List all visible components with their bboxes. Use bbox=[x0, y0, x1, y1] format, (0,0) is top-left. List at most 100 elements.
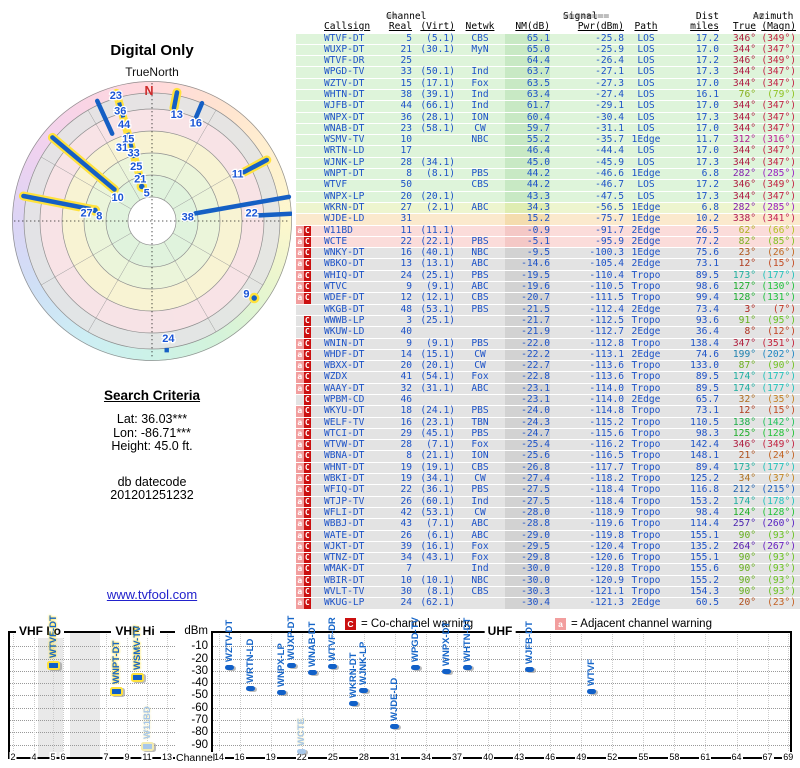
azimuth-magnetic-cell: (177°) bbox=[761, 269, 796, 281]
signal-bar-label: W11BD bbox=[141, 706, 153, 740]
distance-cell: 17.3 bbox=[695, 190, 719, 202]
path-cell: Tropo bbox=[631, 360, 661, 372]
distance-cell: 17.2 bbox=[695, 55, 719, 67]
virtual-channel-cell: (21.1) bbox=[420, 450, 455, 462]
callsign-cell: WDEF-DT bbox=[324, 292, 365, 304]
x-tick-label: 52 bbox=[606, 752, 619, 762]
band-label-uhf: UHF bbox=[484, 624, 516, 638]
gap bbox=[311, 553, 324, 563]
x-tick-label: 67 bbox=[761, 752, 774, 762]
azimuth-magnetic-cell: (260°) bbox=[761, 518, 796, 530]
radar-ring-outline bbox=[23, 92, 281, 350]
azimuth-true-cell: 62° bbox=[738, 224, 756, 236]
distance-cell: 10.2 bbox=[695, 213, 719, 225]
signal-bar-label: WJNK-LP bbox=[358, 641, 370, 685]
distance-cell: 17.3 bbox=[695, 66, 719, 78]
callsign-cell: WTVF bbox=[324, 179, 348, 191]
power-cell: -25.8 bbox=[595, 32, 624, 44]
adjacent-channel-flag bbox=[296, 158, 304, 168]
callsign-cell: WRTN-LD bbox=[324, 145, 365, 157]
table-header-row: Callsign Real (Virt) Netwk NM(dB) Pwr(dBm) Pat… bbox=[296, 22, 800, 34]
callsign-cell: WTVW-DT bbox=[324, 439, 365, 451]
adjacent-channel-flag: a bbox=[296, 474, 304, 485]
radar-ring-outline bbox=[83, 152, 221, 290]
radar-station-bar bbox=[95, 98, 115, 136]
azimuth-magnetic-cell: (7°) bbox=[772, 303, 796, 315]
x-tick-label: 49 bbox=[575, 752, 588, 762]
path-cell: Tropo bbox=[631, 269, 661, 281]
gridline bbox=[127, 631, 128, 757]
co-channel-flag: C bbox=[303, 530, 311, 541]
co-channel-flag: C bbox=[303, 440, 311, 451]
azimuth-magnetic-cell: (349°) bbox=[761, 179, 796, 191]
azimuth-true-cell: 344° bbox=[732, 100, 756, 112]
table-row: a C WTCI-DT 29 (45.1) PBS -24.7 -115.6 Tropo 98.3… bbox=[296, 428, 800, 441]
adjacent-channel-flag: a bbox=[296, 598, 304, 609]
virtual-channel-cell bbox=[412, 564, 455, 574]
network-cell: Ind bbox=[471, 563, 489, 575]
path-cell: Tropo bbox=[631, 495, 661, 507]
radar-channel-label: 5 bbox=[144, 187, 150, 199]
azimuth-magnetic-cell: (285°) bbox=[761, 201, 796, 213]
callsign-cell: WPGD-TV bbox=[324, 66, 365, 78]
real-channel-cell: 21 bbox=[400, 43, 412, 55]
distance-cell: 17.0 bbox=[695, 122, 719, 134]
noise-margin-cell: -29.0 bbox=[505, 530, 550, 541]
path-cell: Tropo bbox=[631, 281, 661, 293]
gap bbox=[311, 34, 324, 44]
adjacent-channel-flag bbox=[296, 169, 304, 179]
table-row: a C W11BD 11 (11.1) -0.9 -91.7 2Edge 26.5 62° (66°… bbox=[296, 224, 800, 237]
radar-channel-label: 10 bbox=[111, 192, 123, 204]
virtual-channel-cell bbox=[412, 135, 455, 145]
azimuth-magnetic-cell: (285°) bbox=[761, 168, 796, 180]
radar-channel-label: 8 bbox=[96, 210, 102, 222]
y-tick-label: -40 bbox=[191, 677, 208, 690]
azimuth-magnetic-cell: (347°) bbox=[761, 122, 796, 134]
azimuth-magnetic-cell: (26°) bbox=[767, 247, 796, 259]
adjacent-channel-flag: a bbox=[296, 530, 304, 541]
real-channel-cell: 9 bbox=[406, 281, 412, 293]
azimuth-true-cell: 124° bbox=[732, 506, 756, 518]
radar-station-bar bbox=[50, 135, 117, 192]
radar-station-bar bbox=[193, 100, 205, 120]
table-row: a C WAAY-DT 32 (31.1) ABC -23.1 -114.0 Tropo 89.5… bbox=[296, 382, 800, 395]
power-cell: -114.0 bbox=[589, 382, 624, 394]
co-channel-flag bbox=[304, 214, 312, 224]
virtual-channel-cell: (66.1) bbox=[420, 100, 455, 112]
co-channel-flag: C bbox=[303, 462, 311, 474]
uhf-axis-top bbox=[514, 631, 792, 633]
radar-spoke bbox=[163, 241, 217, 332]
path-cell: Tropo bbox=[631, 450, 661, 462]
path-cell: Tropo bbox=[631, 382, 661, 394]
table-row: a C WFLI-DT 42 (53.1) CW -28.0 -118.9 Tropo 98.4 1… bbox=[296, 506, 800, 520]
adjacent-channel-legend-text: = Adjacent channel warning bbox=[571, 618, 712, 630]
adjacent-channel-flag bbox=[296, 305, 304, 315]
network-cell: Ind bbox=[471, 100, 489, 112]
path-cell: 1Edge bbox=[631, 134, 661, 146]
power-cell: -95.9 bbox=[595, 235, 624, 247]
distance-cell: 73.4 bbox=[695, 303, 719, 315]
tvfool-link[interactable]: www.tvfool.com bbox=[106, 587, 198, 602]
real-channel-cell: 25 bbox=[400, 55, 412, 67]
vhf-axis-top bbox=[61, 631, 111, 633]
signal-bar bbox=[462, 665, 472, 671]
gap bbox=[311, 327, 324, 337]
vhf-axis-left bbox=[8, 631, 10, 757]
azimuth-magnetic-cell: (347°) bbox=[761, 77, 796, 89]
adjacent-channel-flag: a bbox=[296, 236, 304, 248]
gridline bbox=[211, 683, 792, 685]
co-channel-flag bbox=[304, 113, 312, 123]
signal-bar-label: WNAB-DT bbox=[306, 621, 318, 667]
signal-bar-label: WCTE bbox=[296, 718, 308, 747]
co-channel-flag: C bbox=[303, 541, 311, 553]
distance-cell: 148.1 bbox=[690, 450, 719, 462]
real-channel-cell: 19 bbox=[400, 461, 412, 473]
power-cell: -120.6 bbox=[589, 552, 624, 564]
table-row: a C WATE-DT 26 (6.1) ABC -29.0 -119.8 Tropo 155.1… bbox=[296, 530, 800, 542]
power-cell: -105.4 bbox=[589, 258, 624, 270]
noise-margin-cell: -22.0 bbox=[505, 338, 550, 349]
co-channel-flag bbox=[304, 192, 312, 202]
network-cell: CBS bbox=[471, 292, 489, 304]
noise-margin-cell: -28.8 bbox=[505, 518, 550, 530]
noise-margin-cell: 44.2 bbox=[505, 168, 550, 180]
